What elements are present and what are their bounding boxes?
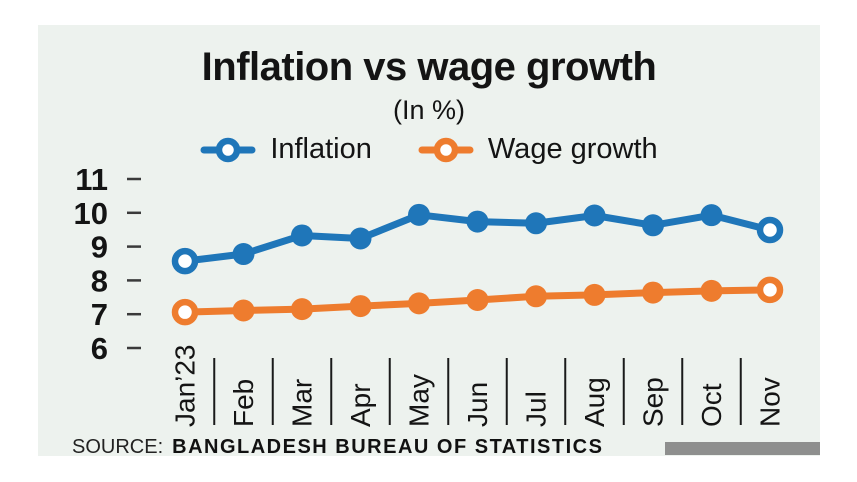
inflation-point xyxy=(642,214,664,237)
wage-growth-point xyxy=(700,279,723,302)
inflation-point xyxy=(583,204,606,227)
wage-growth-point xyxy=(291,298,313,321)
wage-growth-open-point xyxy=(756,276,784,304)
y-axis-label: 8 xyxy=(91,263,108,298)
x-axis-label: Jan’23 xyxy=(170,344,201,427)
x-axis-label: Mar xyxy=(287,379,318,427)
x-axis-label: Jun xyxy=(462,382,493,427)
y-axis-label: 11 xyxy=(75,162,108,197)
source-row: SOURCE: BANGLADESH BUREAU OF STATISTICS xyxy=(72,436,603,459)
source-name: BANGLADESH BUREAU OF STATISTICS xyxy=(172,436,604,458)
x-axis-label: Oct xyxy=(696,383,727,427)
inflation-point xyxy=(349,227,372,250)
x-axis-label: May xyxy=(404,374,435,427)
chart-title: Inflation vs wage growth xyxy=(201,45,657,89)
inflation-point xyxy=(291,224,313,247)
x-axis-label: Nov xyxy=(755,377,786,427)
wage-growth-open-point xyxy=(171,298,199,326)
chart-subtitle: (In %) xyxy=(392,95,465,125)
wage-growth-point xyxy=(466,289,489,312)
legend: Inflation Wage growth xyxy=(38,133,820,166)
inflation-open-point xyxy=(756,216,784,244)
x-axis-label: Sep xyxy=(638,377,669,427)
inflation-point xyxy=(408,203,430,226)
inflation-point xyxy=(525,212,547,235)
y-axis-label: 6 xyxy=(91,331,108,366)
wage-growth-point xyxy=(642,281,664,304)
wage-growth-legend-marker-icon xyxy=(418,137,474,162)
wage-growth-point xyxy=(583,283,606,306)
x-axis-label: Aug xyxy=(579,377,610,427)
x-axis-label: Feb xyxy=(228,379,259,427)
x-axis-label: Jul xyxy=(521,391,552,427)
wage-growth-point xyxy=(408,292,430,315)
inflation-point xyxy=(466,210,489,233)
inflation-point xyxy=(700,204,723,227)
source-bar xyxy=(665,442,820,455)
inflation-legend-marker-icon xyxy=(200,137,256,162)
inflation-point xyxy=(232,243,255,266)
chart-panel: Inflation vs wage growth (In %) Inflatio… xyxy=(38,25,820,459)
legend-label-inflation: Inflation xyxy=(270,133,372,165)
legend-item-wage-growth: Wage growth xyxy=(418,133,658,166)
y-axis-label: 9 xyxy=(91,230,108,265)
y-axis-label: 7 xyxy=(91,297,108,332)
legend-label-wage-growth: Wage growth xyxy=(487,133,658,165)
source-label: SOURCE: xyxy=(72,436,164,458)
wage-growth-point xyxy=(232,299,255,322)
y-axis-label: 10 xyxy=(74,196,108,231)
x-axis-label: Apr xyxy=(345,383,376,427)
wage-growth-point xyxy=(525,285,547,308)
inflation-open-point xyxy=(171,247,199,275)
wage-growth-point xyxy=(349,295,372,318)
legend-item-inflation: Inflation xyxy=(200,133,372,166)
